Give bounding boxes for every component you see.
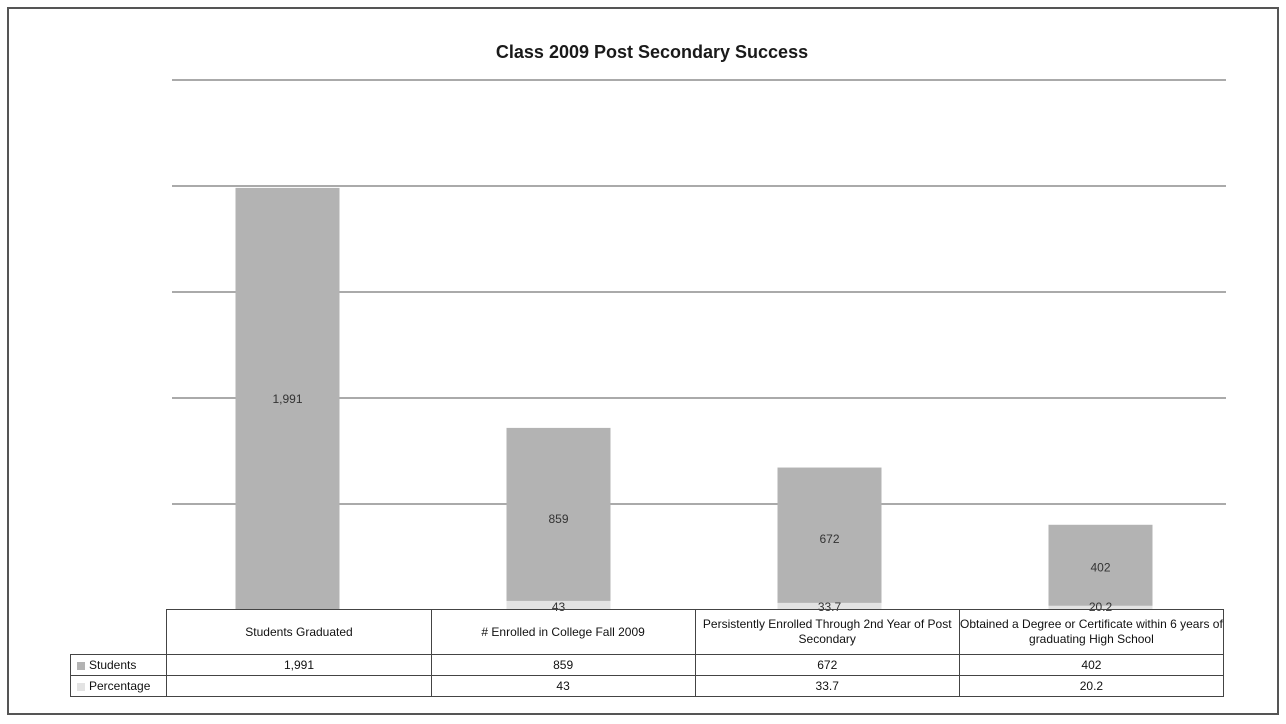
data-label-students: 402 xyxy=(1090,560,1110,574)
table-cell: 33.7 xyxy=(694,675,960,697)
bar-percentage xyxy=(506,600,611,610)
table-cell xyxy=(166,675,432,697)
legend-label: Students xyxy=(89,658,137,672)
legend-swatch-students xyxy=(77,661,85,670)
table-corner xyxy=(70,609,168,655)
data-label-students: 859 xyxy=(548,512,568,526)
table-cell: 672 xyxy=(694,654,960,676)
table-cell: 1,991 xyxy=(166,654,432,676)
legend-swatch-percentage xyxy=(77,682,85,691)
bar-students xyxy=(1048,524,1153,610)
legend-label: Percentage xyxy=(89,679,151,693)
table-cell: 402 xyxy=(958,654,1225,676)
data-label-students: 1,991 xyxy=(272,392,302,406)
chart-title: Class 2009 Post Secondary Success xyxy=(496,42,808,62)
bar-students xyxy=(777,467,882,610)
bar-students xyxy=(235,187,340,610)
data-table: Students Graduated # Enrolled in College… xyxy=(69,609,1225,697)
table-row-students: Students 1,991 859 672 402 xyxy=(69,654,1225,676)
legend-students: Students xyxy=(69,654,168,676)
table-cell: 43 xyxy=(430,675,696,697)
category-header: # Enrolled in College Fall 2009 xyxy=(430,609,696,655)
table-cell: 20.2 xyxy=(958,675,1225,697)
bar-percentage xyxy=(777,602,882,610)
legend-percentage: Percentage xyxy=(69,675,168,697)
table-row-percentage: Percentage 43 33.7 20.2 xyxy=(69,675,1225,697)
bar-students xyxy=(506,427,611,610)
data-label-students: 672 xyxy=(819,532,839,546)
category-header: Obtained a Degree or Certificate within … xyxy=(958,609,1225,655)
bar-percentage xyxy=(1048,605,1153,610)
gridlines xyxy=(172,79,1226,505)
table-header-row: Students Graduated # Enrolled in College… xyxy=(70,609,1225,655)
bars xyxy=(235,187,1153,610)
chart-frame xyxy=(7,7,1279,715)
table-cell: 859 xyxy=(430,654,696,676)
category-header: Persistently Enrolled Through 2nd Year o… xyxy=(694,609,960,655)
category-header: Students Graduated xyxy=(166,609,432,655)
